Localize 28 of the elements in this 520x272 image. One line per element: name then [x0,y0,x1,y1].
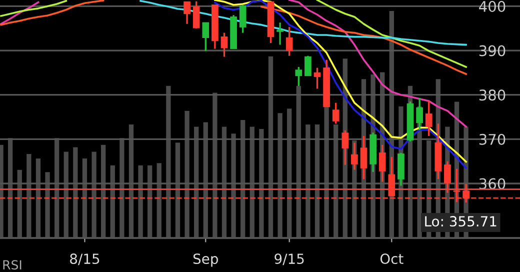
candlestick [351,142,358,171]
annotation: Lo: 355.71 [425,216,496,227]
candlestick [360,135,368,180]
candlestick [378,144,386,183]
candlestick [332,102,340,124]
text: RSI [3,260,22,270]
candlestick [425,100,432,137]
candlestick [192,0,200,30]
candlestick [239,4,246,34]
line-series [140,0,467,46]
y-tick-label: 370 [479,134,506,145]
y-tick-label: 390 [479,45,506,56]
x-tick-label: Sep [193,254,218,267]
candlestick [202,22,210,52]
y-tick-label: 400 [479,0,506,12]
candlestick [184,0,190,25]
candlestick [220,32,228,58]
x-tick-label: Oct [380,254,404,264]
x-tick-label: 8/15 [70,254,100,266]
y-tick-label: 380 [479,90,506,101]
x-tick-label: 9/15 [274,254,304,266]
candlestick [304,55,312,77]
candlestick [295,66,302,87]
candlestick [416,97,423,131]
candlestick [276,22,284,46]
candlestick [286,26,293,57]
candlestick [314,66,321,90]
candlestick [342,129,349,166]
